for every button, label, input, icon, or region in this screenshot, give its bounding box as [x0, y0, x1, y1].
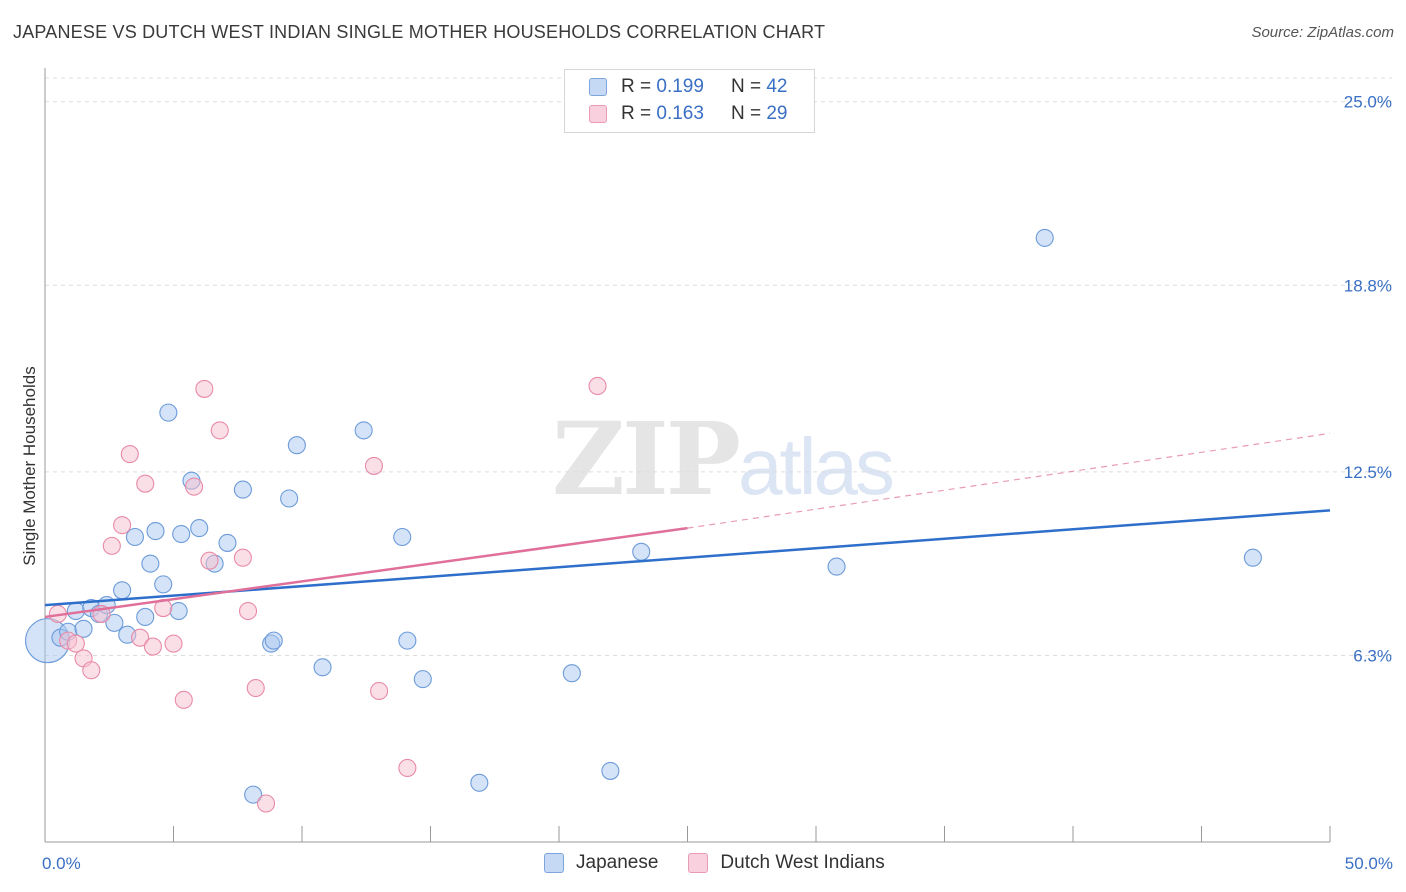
- legend-n-value-japanese: 42: [766, 76, 788, 97]
- data-point-japanese: [141, 554, 160, 573]
- data-point-dutch: [174, 690, 193, 709]
- data-point-dutch: [200, 551, 219, 570]
- data-point-dutch: [238, 601, 258, 621]
- trend-line-dutch: [44, 526, 688, 619]
- data-point-japanese: [113, 581, 132, 600]
- legend-row-japanese: R = 0.199 N = 42: [589, 76, 787, 98]
- data-point-japanese: [218, 533, 237, 552]
- series-legend-dutch[interactable]: Dutch West Indians: [688, 852, 885, 874]
- y-tick-label: 6.3%: [1353, 646, 1392, 665]
- data-point-japanese: [154, 575, 173, 594]
- data-point-dutch: [120, 445, 139, 464]
- data-point-japanese: [413, 670, 432, 689]
- legend-r-value-dutch: 0.163: [656, 103, 704, 124]
- data-point-japanese: [244, 785, 263, 804]
- data-point-japanese: [233, 480, 252, 499]
- x-tick-label-min: 0.0%: [42, 854, 81, 873]
- stats-legend: R = 0.199 N = 42 R = 0.163 N = 29: [564, 69, 815, 133]
- data-point-dutch: [398, 758, 417, 778]
- data-point-japanese: [632, 542, 651, 561]
- data-point-dutch: [82, 661, 101, 680]
- series-legend-label-dutch: Dutch West Indians: [720, 852, 885, 873]
- y-tick-label: 12.5%: [1344, 463, 1392, 482]
- trend-extension-dutch: [687, 432, 1331, 529]
- data-point-japanese: [264, 631, 283, 650]
- data-point-japanese: [354, 421, 373, 440]
- data-point-dutch: [102, 536, 121, 555]
- data-point-dutch: [164, 634, 183, 653]
- data-point-dutch: [370, 681, 389, 701]
- data-point-dutch: [364, 456, 384, 475]
- data-point-dutch: [256, 794, 276, 813]
- data-point-japanese: [136, 607, 155, 626]
- legend-n-value-dutch: 29: [766, 103, 788, 124]
- legend-swatch-japanese: [589, 78, 607, 96]
- data-point-japanese: [280, 489, 299, 508]
- data-point-japanese: [146, 522, 165, 541]
- source-label: Source: ZipAtlas.com: [1251, 24, 1394, 41]
- y-axis-title: Single Mother Households: [20, 366, 39, 565]
- data-point-japanese: [190, 519, 209, 538]
- data-point-japanese: [172, 524, 191, 544]
- data-point-japanese: [1035, 228, 1054, 247]
- data-point-japanese: [470, 773, 489, 792]
- data-point-japanese: [601, 761, 620, 780]
- data-point-japanese: [105, 613, 124, 632]
- data-point-japanese: [74, 619, 93, 638]
- data-point-dutch: [210, 421, 229, 440]
- data-point-dutch: [113, 516, 132, 535]
- data-point-dutch: [588, 376, 607, 396]
- legend-r-value-japanese: 0.199: [656, 76, 704, 97]
- data-point-dutch: [185, 477, 204, 496]
- data-point-japanese: [398, 631, 417, 650]
- chart-title: JAPANESE VS DUTCH WEST INDIAN SINGLE MOT…: [13, 22, 826, 42]
- trend-line-japanese: [44, 509, 1331, 607]
- series-legend-japanese[interactable]: Japanese: [544, 852, 658, 874]
- y-tick-label: 25.0%: [1344, 93, 1392, 112]
- legend-row-dutch: R = 0.163 N = 29: [589, 103, 787, 125]
- data-point-japanese: [1243, 548, 1262, 567]
- data-point-japanese: [827, 557, 846, 576]
- data-point-dutch: [136, 474, 155, 493]
- data-point-dutch: [246, 678, 265, 698]
- data-point-dutch: [233, 548, 252, 567]
- legend-swatch-dutch: [589, 105, 607, 123]
- legend-r-label: R =: [621, 76, 652, 97]
- data-point-japanese: [159, 403, 178, 422]
- data-point-japanese: [313, 658, 332, 677]
- series-legend-label-japanese: Japanese: [576, 852, 659, 873]
- series-swatch-dutch: [688, 853, 709, 873]
- legend-n-label: N =: [730, 76, 762, 97]
- data-point-dutch: [66, 634, 85, 653]
- x-tick-label-max: 50.0%: [1345, 854, 1393, 873]
- legend-r-label: R =: [621, 103, 652, 124]
- data-point-dutch: [131, 628, 150, 647]
- data-point-japanese: [393, 527, 412, 547]
- data-point-japanese: [125, 527, 144, 547]
- legend-n-label: N =: [730, 103, 762, 124]
- data-point-dutch: [143, 637, 162, 656]
- data-point-japanese: [562, 664, 581, 683]
- series-legend: Japanese Dutch West Indians: [544, 852, 915, 874]
- data-point-japanese: [169, 601, 188, 621]
- y-tick-label: 18.8%: [1344, 276, 1392, 295]
- series-swatch-japanese: [544, 853, 564, 873]
- data-point-dutch: [195, 379, 214, 398]
- data-point-japanese: [287, 436, 306, 455]
